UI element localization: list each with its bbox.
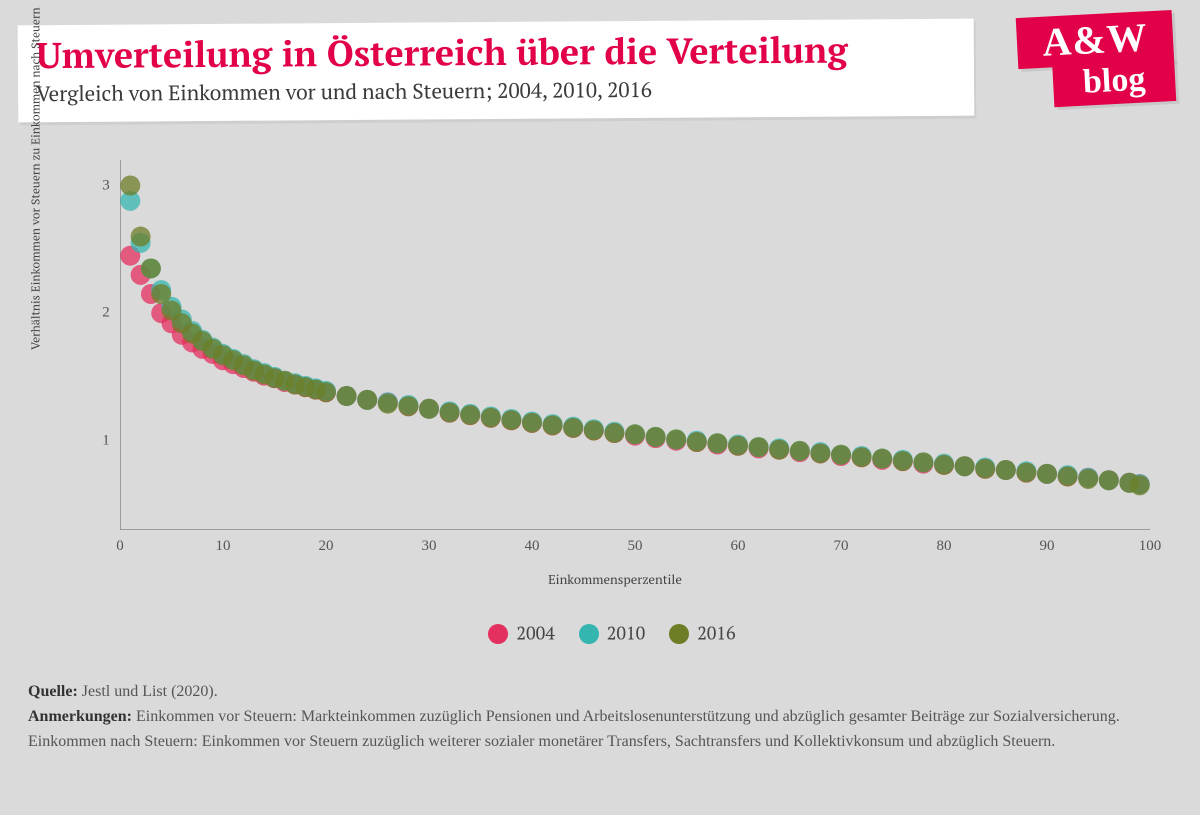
y-tick-label: 2: [102, 305, 110, 322]
source-text: Jestl und List (2020).: [82, 683, 218, 700]
remarks-line: Anmerkungen: Einkommen vor Steuern: Mark…: [28, 705, 1172, 755]
y-tick-label: 3: [102, 177, 110, 194]
source-label: Quelle:: [28, 683, 78, 700]
x-tick-label: 70: [834, 538, 849, 555]
chart-subtitle: Vergleich von Einkommen vor und nach Ste…: [36, 74, 956, 108]
legend-label: 2004: [516, 622, 554, 646]
aw-blog-logo: A&W blog: [1016, 10, 1177, 109]
legend-dot: [669, 624, 689, 644]
chart-title: Umverteilung in Österreich über die Vert…: [36, 29, 956, 77]
plot-area: [120, 160, 1150, 530]
legend: 2004 2010 2016: [0, 620, 1200, 646]
x-tick-label: 60: [731, 538, 746, 555]
scatter-chart: Verhältnis Einkommen vor Steuern zu Eink…: [60, 150, 1170, 590]
x-tick-label: 40: [525, 538, 540, 555]
y-tick-label: 1: [102, 432, 110, 449]
x-tick-label: 90: [1040, 538, 1055, 555]
y-axis-label: Verhältnis Einkommen vor Steuern zu Eink…: [29, 7, 44, 350]
legend-dot: [488, 624, 508, 644]
x-tick-label: 0: [116, 538, 124, 555]
x-axis-label: Einkommensperzentile: [60, 570, 1170, 588]
header-box: Umverteilung in Österreich über die Vert…: [18, 19, 975, 123]
legend-dot: [579, 624, 599, 644]
x-tick-label: 20: [319, 538, 334, 555]
legend-label: 2016: [697, 622, 735, 646]
legend-label: 2010: [607, 622, 645, 646]
remarks-text: Einkommen vor Steuern: Markteinkommen zu…: [28, 708, 1120, 750]
footnotes: Quelle: Jestl und List (2020). Anmerkung…: [28, 680, 1172, 754]
x-tick-label: 10: [216, 538, 231, 555]
x-tick-label: 100: [1139, 538, 1162, 555]
x-tick-label: 50: [628, 538, 643, 555]
x-tick-label: 30: [422, 538, 437, 555]
remarks-label: Anmerkungen:: [28, 708, 132, 725]
source-line: Quelle: Jestl und List (2020).: [28, 680, 1172, 705]
logo-bottom: blog: [1052, 59, 1176, 107]
x-tick-label: 80: [937, 538, 952, 555]
